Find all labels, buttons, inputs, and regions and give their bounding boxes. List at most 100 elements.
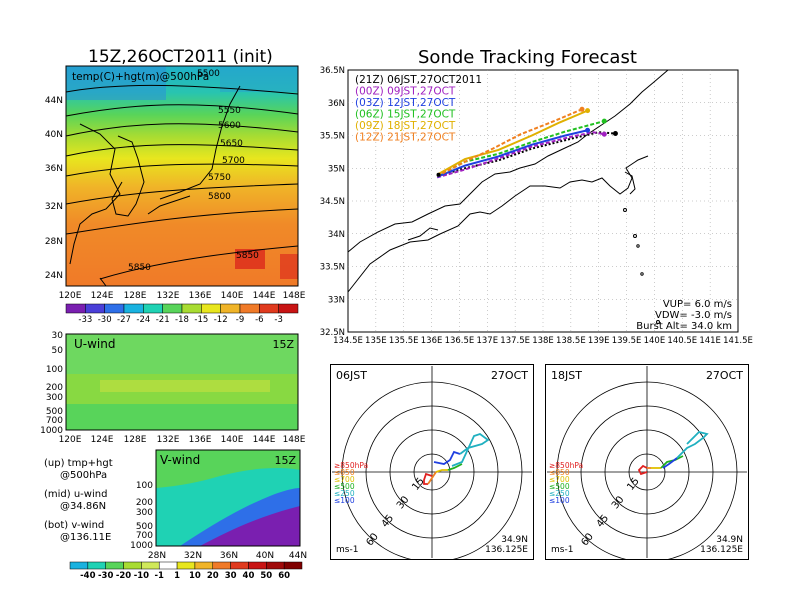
- note-line: @500hPa: [60, 470, 108, 481]
- lat-label: 40N: [45, 130, 63, 140]
- hodograph-time: 18JST: [551, 369, 582, 382]
- hodograph-trace: [423, 472, 433, 485]
- vdw-param: VDW= -3.0 m/s: [655, 310, 732, 321]
- temperature-height-map: temp(C)+hgt(m)@500hPa 5500 5550 5600 565…: [45, 65, 306, 324]
- tracking-legend: (21Z) 06JST,27OCT2011(00Z) 09JST,27OCT (0…: [355, 74, 482, 144]
- contour-label: 5650: [220, 139, 243, 149]
- lon-label: 144E: [253, 435, 276, 445]
- legend-entry: (09Z) 18JST,27OCT: [355, 120, 456, 132]
- level-legend: ≤500: [334, 482, 355, 491]
- hodograph-trace: [660, 455, 684, 469]
- colorbar-swatch: [266, 561, 285, 570]
- colorbar-swatch: [176, 561, 196, 570]
- lon-label: 141E: [699, 336, 721, 346]
- lat-label: 36N: [220, 551, 238, 561]
- lon-label: 135.5E: [389, 336, 419, 346]
- lat-label: 35.5N: [320, 132, 345, 142]
- colorbar-swatch: [212, 561, 231, 570]
- colorbar-swatch: [123, 561, 142, 570]
- pressure-label: 300: [46, 393, 63, 403]
- pressure-label: 300: [136, 508, 153, 518]
- u-wind-title: U-wind: [74, 337, 115, 351]
- colorbar-swatch: [248, 561, 267, 570]
- colorbar-label: 40: [243, 571, 255, 581]
- contour-label: 5850: [236, 251, 259, 261]
- colorbar-label: -27: [117, 315, 131, 324]
- contour-label: 5700: [222, 156, 245, 166]
- wind-colorbar: -40 -30 -20 -10 -1 1 10 20 30 40 50 60: [69, 561, 303, 581]
- v-wind-title: V-wind: [160, 453, 200, 467]
- lon-label: 132E: [157, 291, 180, 301]
- lat-label: 34N: [328, 230, 345, 240]
- contour-label: 5750: [208, 173, 231, 183]
- lon-label: 137E: [476, 336, 498, 346]
- colorbar-swatch: [104, 303, 125, 314]
- lat-label: 36.5N: [320, 66, 345, 76]
- pressure-label: 700: [46, 416, 63, 426]
- map-subtitle: temp(C)+hgt(m)@500hPa: [72, 71, 209, 83]
- sonde-tracking-map: (21Z) 06JST,27OCT2011(00Z) 09JST,27OCT (0…: [320, 66, 753, 346]
- hodograph-trace: [447, 463, 463, 471]
- track-endpoint: [601, 118, 607, 124]
- colorbar-swatch: [158, 561, 178, 570]
- track-endpoint: [585, 108, 591, 114]
- hodograph-trace: [676, 431, 709, 459]
- colorbar-label: 60: [278, 571, 290, 581]
- lon-label: 136E: [421, 336, 443, 346]
- lat-label: 33N: [328, 295, 345, 305]
- temperature-colorbar: -33 -30 -27 -24 -21 -18 -15 -12 -9 -6 -3: [65, 303, 299, 324]
- colorbar-swatch: [283, 561, 303, 570]
- launch-point: [436, 172, 441, 177]
- lon-label: 139.5E: [612, 336, 642, 346]
- legend-entry: (00Z) 09JST,27OCT: [355, 86, 456, 98]
- pressure-label: 1000: [40, 426, 63, 436]
- colorbar-swatch: [69, 561, 89, 570]
- lon-label: 144E: [253, 291, 276, 301]
- legend-entry: (06Z) 15JST,27OCT: [355, 109, 456, 121]
- colorbar-swatch: [239, 303, 260, 314]
- hodograph-lat: 34.9N: [501, 535, 528, 545]
- colorbar-label: -15: [194, 315, 208, 324]
- legend-entry: (21Z) 06JST,27OCT2011: [355, 74, 482, 86]
- colorbar-label: -10: [134, 571, 149, 581]
- lon-label: 140E: [221, 291, 244, 301]
- hodograph-units: ms-1: [336, 545, 358, 555]
- colorbar-label: -40: [80, 571, 95, 581]
- lon-label: 136.5E: [445, 336, 475, 346]
- colorbar-label: -30: [98, 571, 113, 581]
- level-legend: ≤250: [334, 489, 355, 498]
- lon-label: 141.5E: [723, 336, 753, 346]
- colorbar-swatch: [220, 303, 241, 314]
- track-line: [436, 129, 588, 178]
- hodograph-date: 27OCT: [706, 369, 743, 382]
- lon-label: 124E: [91, 291, 114, 301]
- pressure-label: 100: [136, 481, 153, 491]
- lon-label: 139E: [588, 336, 610, 346]
- lon-label: 140E: [644, 336, 666, 346]
- colorbar-label: -3: [274, 315, 282, 324]
- lon-label: 148E: [283, 435, 306, 445]
- lat-label: 36N: [328, 99, 345, 109]
- level-legend: ≤250: [549, 489, 570, 498]
- colorbar-label: -9: [236, 315, 244, 324]
- hodograph-trace: [433, 450, 461, 465]
- track-line: [436, 109, 588, 176]
- hodograph-trace: [435, 469, 448, 473]
- vup-param: VUP= 6.0 m/s: [663, 299, 732, 310]
- colorbar-swatch: [194, 561, 214, 570]
- lon-label: 136E: [189, 435, 212, 445]
- note-line: (mid) u-wind: [44, 489, 108, 500]
- lat-label: 28N: [148, 551, 166, 561]
- colorbar-label: -18: [175, 315, 189, 324]
- pressure-label: 200: [46, 383, 63, 393]
- track-line: [436, 131, 605, 179]
- map-title: 15Z,26OCT2011 (init): [88, 47, 273, 67]
- lat-label: 34.5N: [320, 197, 345, 207]
- track-line: [436, 131, 616, 178]
- lon-label: 120E: [59, 435, 82, 445]
- level-legend: ≤100: [334, 496, 355, 505]
- colorbar-label: -24: [136, 315, 150, 324]
- lat-label: 40N: [256, 551, 274, 561]
- hodograph-trace: [637, 464, 648, 476]
